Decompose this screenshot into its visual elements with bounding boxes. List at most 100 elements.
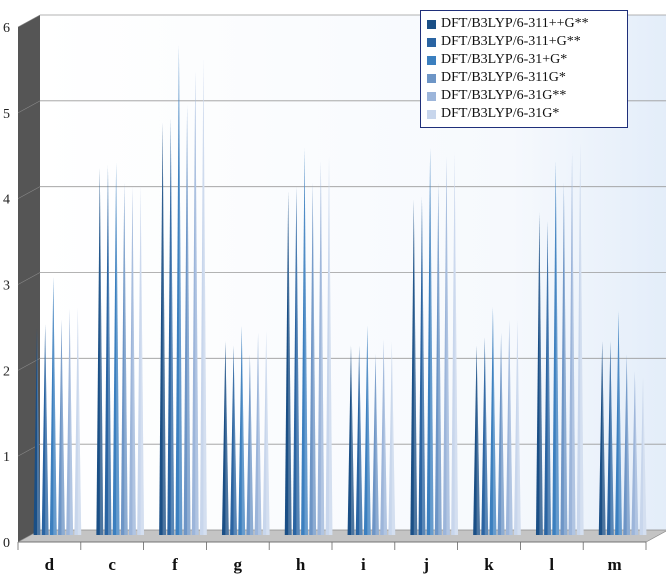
gridline-side (17, 14, 41, 28)
bar-highlight (350, 345, 355, 535)
legend-item: DFT/B3LYP/6-31G** (427, 87, 621, 105)
bar (175, 45, 183, 536)
bar-highlight (359, 345, 363, 535)
legend-label: DFT/B3LYP/6-31+G* (441, 52, 568, 67)
bar (418, 196, 426, 535)
bar-highlight (53, 276, 57, 535)
legend-swatch (427, 73, 436, 83)
bar (41, 324, 49, 535)
bar-highlight (195, 70, 199, 536)
bar-highlight (547, 221, 551, 535)
bar (199, 57, 207, 536)
bar (104, 165, 112, 536)
bar-highlight (187, 105, 191, 535)
bar-highlight (454, 152, 459, 536)
bar (623, 354, 631, 535)
bar (137, 184, 145, 535)
bar (443, 156, 450, 535)
bar-highlight (391, 341, 396, 535)
x-tick-label: i (361, 555, 366, 574)
bar-highlight (430, 148, 434, 535)
bar-highlight (288, 190, 292, 536)
bar (513, 319, 521, 535)
y-tick-label: 1 (3, 450, 10, 465)
legend-swatch (427, 91, 436, 101)
y-tick-label: 5 (3, 107, 10, 122)
bar (473, 345, 481, 535)
x-tick-label: l (549, 555, 554, 574)
bar (451, 152, 459, 536)
bar-highlight (484, 336, 489, 535)
bar-highlight (178, 45, 183, 536)
bar (120, 182, 128, 535)
bar-highlight (446, 156, 450, 535)
bar-highlight (509, 319, 513, 535)
bar-highlight (563, 182, 568, 535)
legend-item: DFT/B3LYP/6-31G* (427, 105, 621, 123)
bar (576, 143, 584, 535)
bar (183, 105, 191, 535)
bar (96, 167, 104, 536)
bar (230, 345, 237, 535)
bar (238, 325, 246, 535)
x-tick-label: c (108, 555, 116, 574)
legend-label: DFT/B3LYP/6-311G* (441, 70, 566, 85)
bar (380, 339, 388, 535)
bar (372, 354, 379, 535)
legend-label: DFT/B3LYP/6-31G** (441, 88, 567, 103)
bar (254, 332, 262, 535)
bar (497, 332, 505, 535)
bar-highlight (124, 182, 128, 535)
bar-highlight (99, 167, 104, 536)
bar-highlight (249, 354, 254, 535)
bar (606, 341, 614, 535)
bar-highlight (602, 341, 606, 535)
legend-label: DFT/B3LYP/6-311++G** (441, 16, 589, 31)
bar-highlight (69, 308, 74, 535)
bar (167, 118, 175, 535)
bar (347, 345, 355, 535)
bar (544, 221, 551, 535)
bar-highlight (320, 160, 325, 535)
bar (639, 377, 647, 535)
bar-highlight (116, 162, 120, 535)
bar (292, 186, 300, 535)
x-tick-label: k (484, 555, 494, 574)
gridline-side (17, 100, 41, 114)
bar (66, 308, 74, 535)
bar (284, 190, 292, 536)
bar-highlight (643, 377, 647, 535)
bar-highlight (610, 341, 614, 535)
bar-highlight (132, 186, 136, 535)
bar (615, 311, 622, 535)
bar-highlight (555, 160, 560, 535)
bar-highlight (61, 319, 65, 535)
bar-highlight (296, 186, 300, 535)
x-tick-label: g (234, 555, 243, 574)
bar (262, 330, 270, 535)
bar-highlight (140, 184, 145, 535)
bar (74, 306, 82, 535)
y-tick-label: 2 (3, 364, 10, 379)
bar (363, 325, 371, 535)
legend-item: DFT/B3LYP/6-311++G** (427, 15, 621, 33)
bar-highlight (517, 319, 521, 535)
x-tick-label: d (45, 555, 55, 574)
bar-highlight (421, 196, 426, 535)
bar-highlight (367, 325, 371, 535)
x-tick-label: f (172, 555, 178, 574)
bar-highlight (476, 345, 481, 535)
bar-highlight (225, 341, 229, 535)
y-tick-label: 3 (3, 279, 10, 294)
bar-highlight (572, 152, 576, 536)
bar (221, 341, 229, 535)
bar-highlight (170, 118, 175, 535)
bar (317, 160, 325, 535)
bar (631, 371, 639, 535)
gridline-side (17, 186, 41, 199)
x-tick-label: m (608, 555, 622, 574)
bar (489, 306, 497, 535)
bar-highlight (233, 345, 237, 535)
bar-highlight (580, 143, 584, 535)
